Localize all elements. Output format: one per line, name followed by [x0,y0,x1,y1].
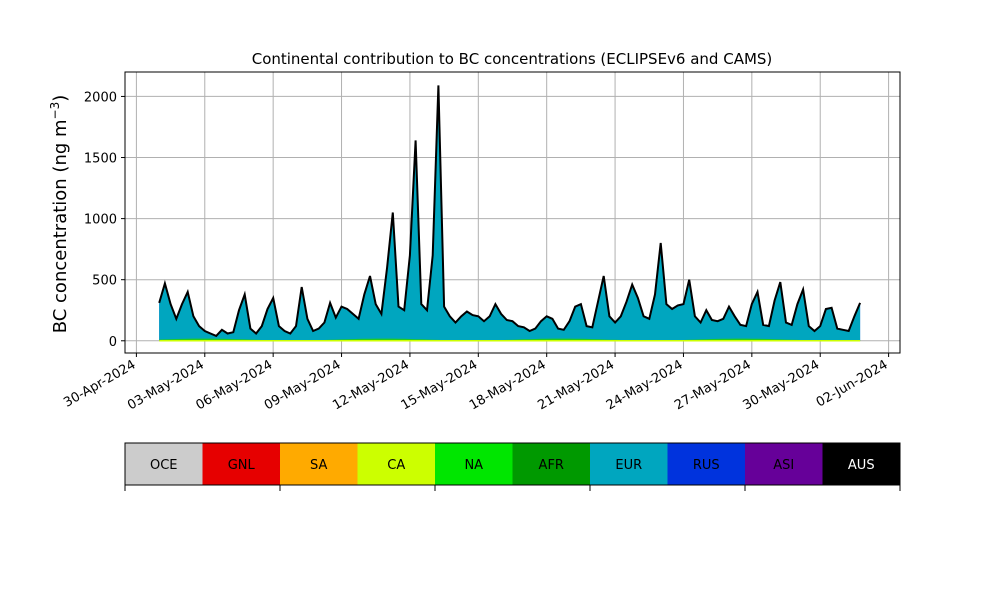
legend-swatch-na [435,443,513,485]
y-axis-label: BC concentration (ng m−3) [48,95,71,334]
y-axis-label-main: BC concentration (ng m [50,119,71,333]
legend-swatch-eur [590,443,668,485]
x-tick-label: 09-May-2024 [262,357,344,413]
x-tick-label: 27-May-2024 [672,357,754,413]
y-tick-label: 0 [109,335,117,350]
region-colorbar: OCE GNL SA CA NA AFR EUR RUS ASI AUS [124,442,901,491]
x-tick-label: 06-May-2024 [194,357,276,413]
x-tick-label: 24-May-2024 [604,357,686,413]
legend-label-ca: CA [387,458,405,473]
area-eur [159,93,861,341]
x-axis-ticks: 30-Apr-202403-May-202406-May-202409-May-… [61,353,891,413]
stacked-areas [159,85,861,342]
x-tick-label: 15-May-2024 [399,357,481,413]
legend-swatch-sa [280,443,358,485]
y-tick-label: 2000 [84,90,117,105]
y-axis-label-exponent: −3 [48,102,62,120]
chart-title: Continental contribution to BC concentra… [252,50,773,68]
legend-frame [124,442,901,486]
legend-label-rus: RUS [693,458,720,473]
y-axis-ticks: 0 500 1000 1500 2000 [84,90,125,350]
x-tick-label: 18-May-2024 [467,357,549,413]
legend-swatch-oce [125,443,203,485]
legend-label-na: NA [464,458,483,473]
legend-label-asi: ASI [773,458,794,473]
y-axis-label-close: ) [50,95,71,102]
legend-swatch-gnl [202,443,280,485]
x-tick-label: 02-Jun-2024 [814,357,891,410]
y-tick-label: 1500 [84,152,117,167]
legend-label-sa: SA [310,458,327,473]
legend-swatch-aus [822,443,900,485]
total-line [158,85,862,338]
legend-label-eur: EUR [615,458,642,473]
x-tick-label: 03-May-2024 [125,357,207,413]
total-line-layer [158,85,862,338]
legend-label-oce: OCE [150,458,178,473]
y-tick-label: 500 [92,274,117,289]
legend-swatch-asi [745,443,823,485]
legend-swatch-ca [357,443,435,485]
y-tick-label: 1000 [84,213,117,228]
x-tick-label: 12-May-2024 [330,357,412,413]
legend-label-gnl: GNL [228,458,256,473]
legend-label-afr: AFR [539,458,564,473]
x-tick-label: 21-May-2024 [535,357,617,413]
x-tick-label: 30-May-2024 [741,357,823,413]
plot-frame [124,71,901,354]
legend-swatch-rus [667,443,745,485]
legend-label-aus: AUS [848,458,875,473]
legend-swatch-afr [512,443,590,485]
